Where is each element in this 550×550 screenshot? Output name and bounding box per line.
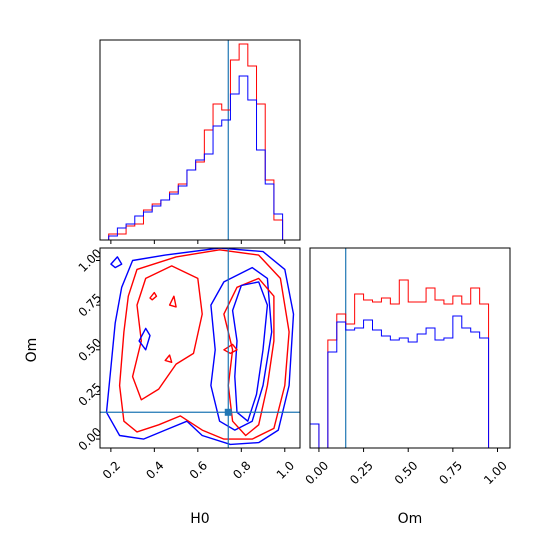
om-histogram-panel: 0.00 0.25 0.50 0.75 1.00 Om [302, 247, 511, 527]
om-hist-xtick-label: 0.00 [302, 458, 331, 487]
om-hist-xtick-label: 0.75 [436, 458, 465, 487]
h0-hist-blue-step-line [100, 75, 292, 241]
h0-x-axis-title: H0 [190, 511, 209, 527]
contour-xtick-label: 1.0 [274, 458, 297, 481]
contour-blue-6 [110, 256, 123, 269]
contour-xtick-label: 0.2 [100, 458, 123, 481]
contour-red-11 [164, 354, 173, 363]
contour-blue-0 [105, 248, 295, 446]
h0-histogram-frame [99, 39, 301, 241]
contour-red-4 [223, 277, 275, 437]
contour-xtick-label: 0.8 [230, 458, 253, 481]
h0-om-contour-ticks: 0.2 0.4 0.6 0.8 1.00.000.250.500.751.00 [76, 246, 298, 482]
h0-histogram-ticks [110, 240, 286, 244]
om-hist-xtick-label: 0.50 [392, 458, 421, 487]
contour-red-10 [223, 343, 238, 355]
h0-histogram-plot-area [100, 40, 292, 241]
contour-red-7 [149, 291, 158, 301]
contour-red-2 [131, 265, 203, 401]
h0-hist-red-step-line [100, 43, 292, 241]
om-histogram-frame [309, 247, 511, 449]
h0-histogram-panel [99, 39, 301, 244]
contour-red-8 [168, 295, 177, 308]
om-y-axis-title: Om [24, 338, 40, 363]
h0-om-contour-frame [99, 247, 301, 449]
om-hist-xtick-label: 0.25 [347, 458, 376, 487]
h0-om-contour-panel: 0.2 0.4 0.6 0.8 1.00.000.250.500.751.00 H0 O… [24, 246, 301, 527]
contour-blue-3 [210, 266, 273, 431]
om-histogram-ticks: 0.00 0.25 0.50 0.75 1.00 [302, 448, 510, 487]
contour-xtick-label: 0.6 [187, 458, 210, 481]
om-x-axis-title: Om [398, 511, 423, 527]
om-hist-red-step-line [309, 279, 510, 449]
om-histogram-plot-area [309, 248, 510, 449]
contour-blue-5 [231, 281, 269, 422]
om-hist-blue-step-line [309, 315, 510, 449]
contour-xtick-label: 0.4 [143, 458, 166, 481]
h0-om-contour-plot-area [100, 248, 300, 448]
truth-marker [224, 408, 232, 416]
om-hist-xtick-label: 1.00 [481, 458, 510, 487]
contour-blue-9 [138, 327, 151, 351]
contour-red-1 [118, 249, 290, 440]
